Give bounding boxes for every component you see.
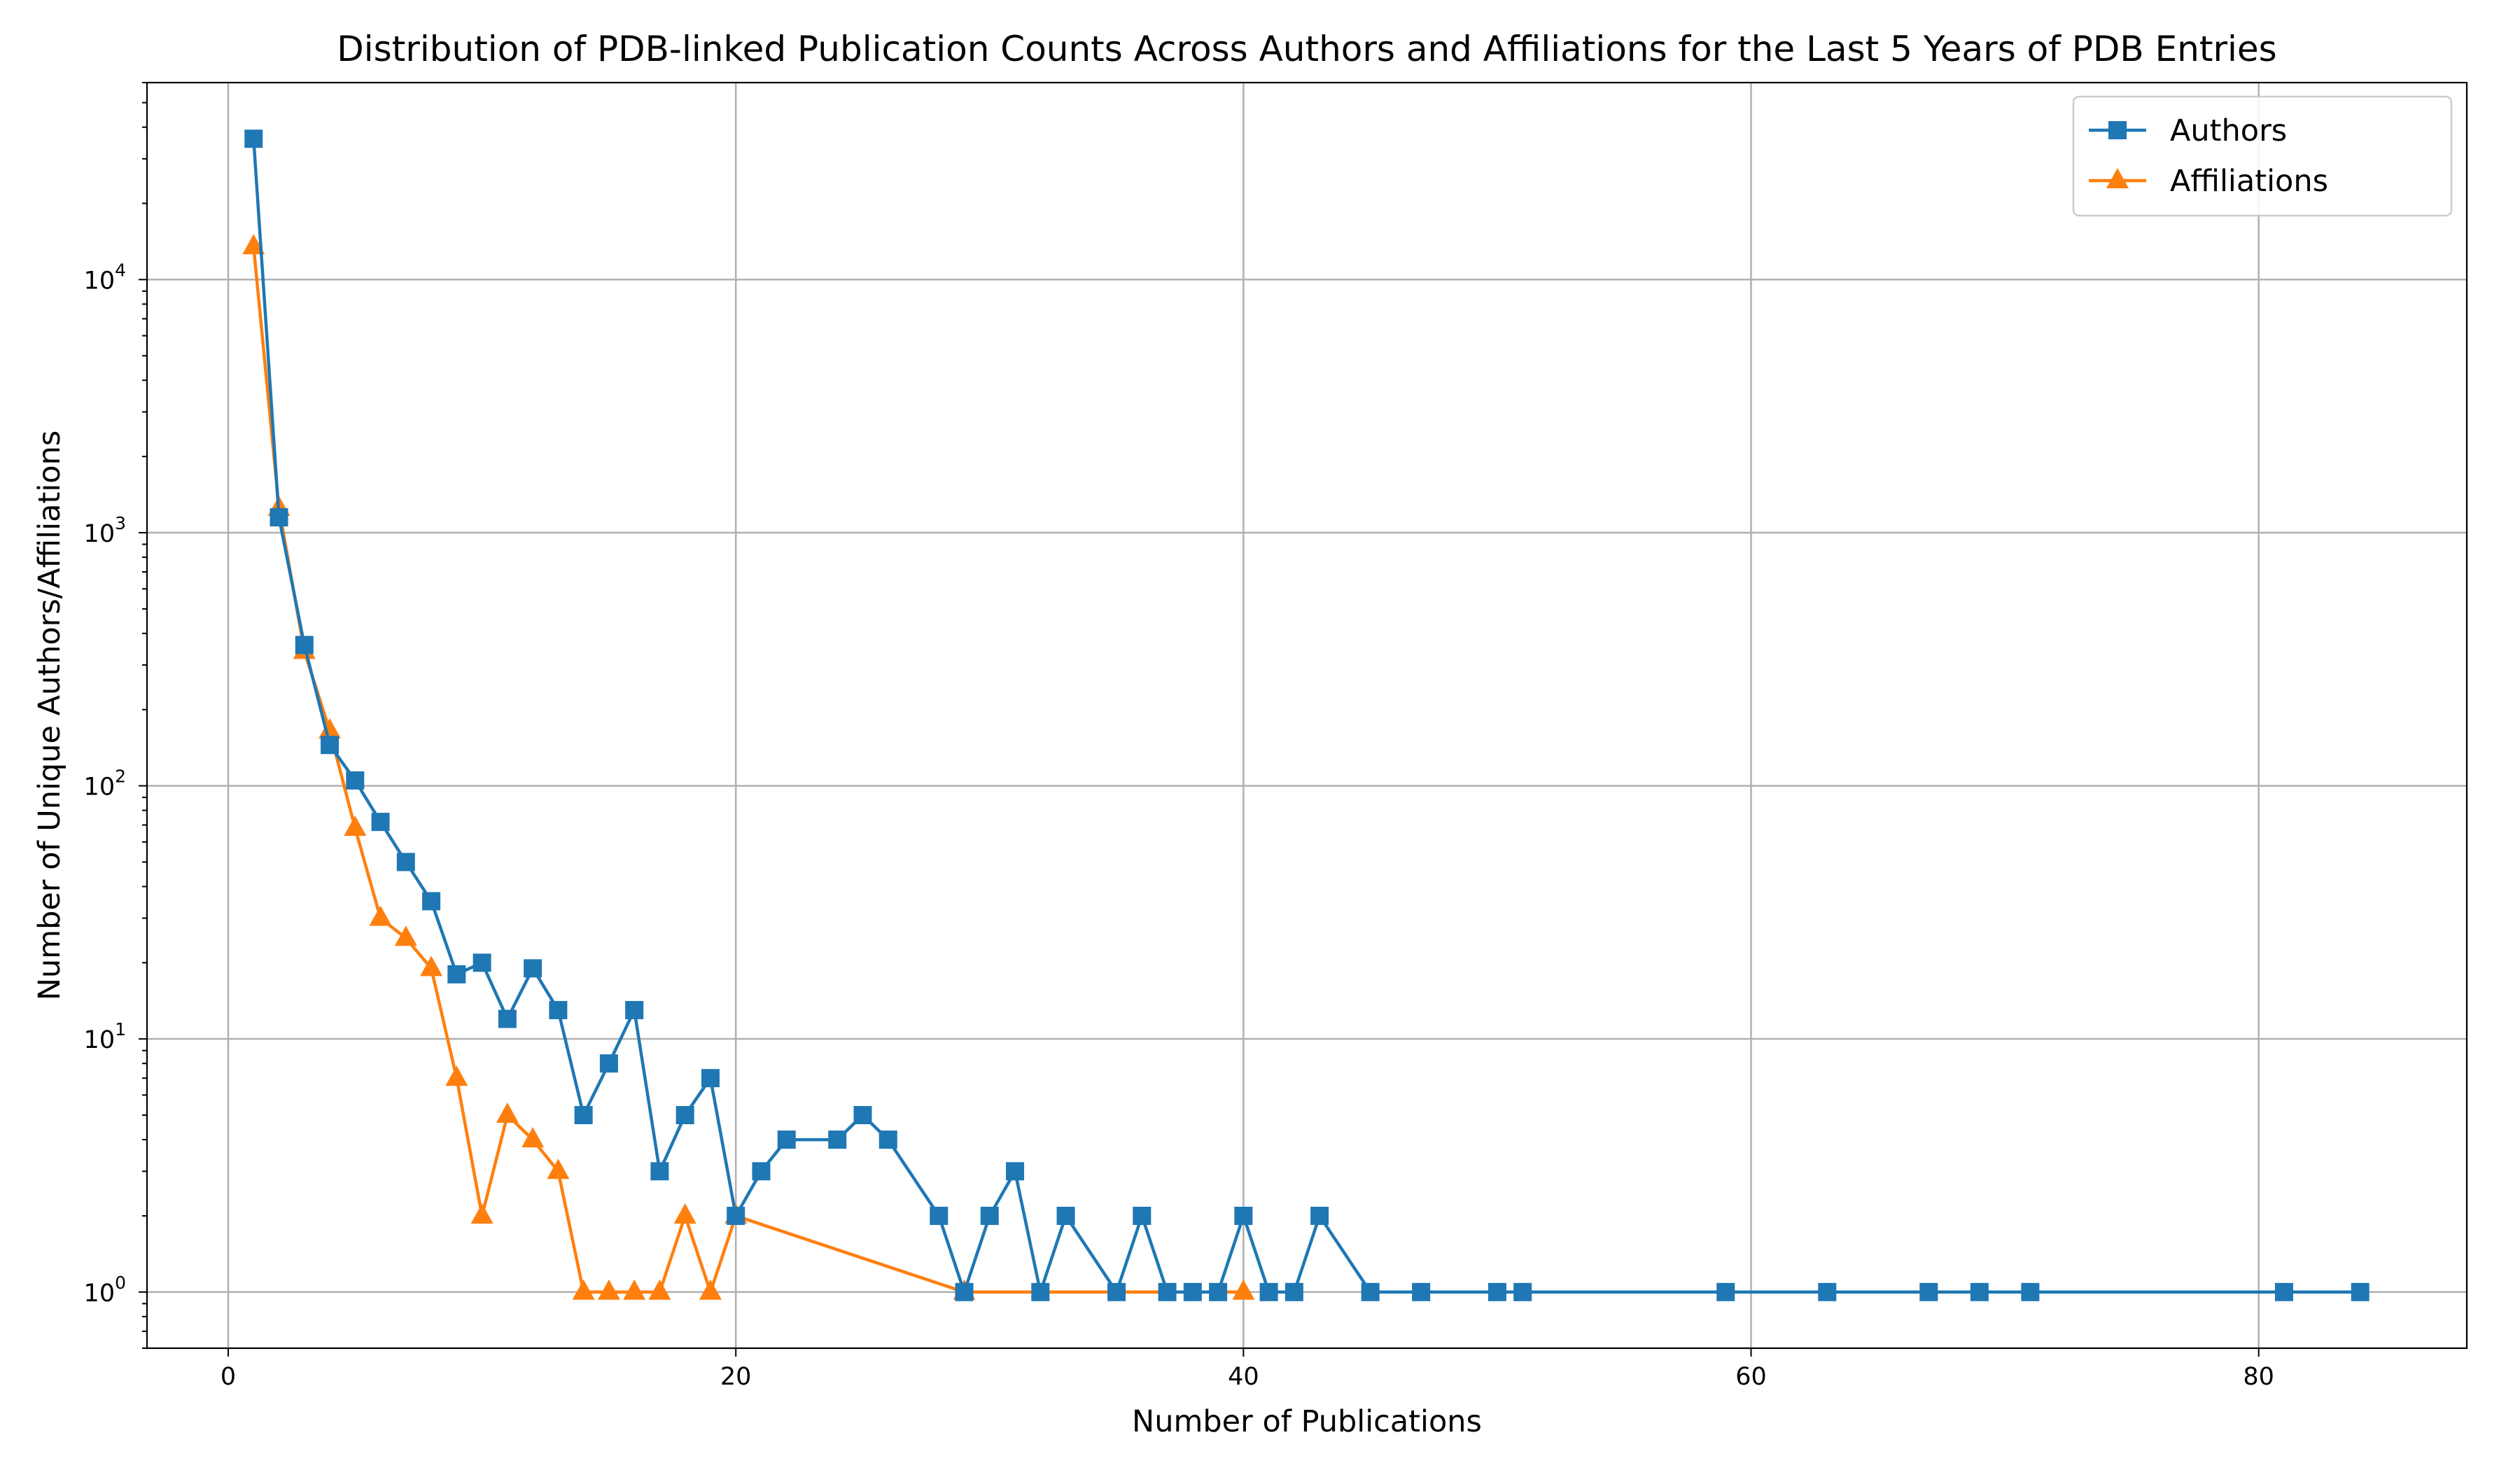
data-point xyxy=(1361,1282,1380,1301)
data-point xyxy=(1412,1282,1431,1301)
data-point xyxy=(574,1106,593,1125)
data-point xyxy=(1158,1282,1177,1301)
data-point xyxy=(1232,1279,1255,1300)
y-tick-label: 101 xyxy=(84,1019,126,1054)
data-point xyxy=(2351,1282,2370,1301)
x-tick-label: 0 xyxy=(220,1363,236,1391)
data-point xyxy=(547,1158,570,1180)
data-point xyxy=(447,965,466,983)
data-point xyxy=(344,816,367,836)
data-point xyxy=(318,718,342,738)
data-point xyxy=(623,1279,646,1300)
data-point xyxy=(1107,1282,1126,1301)
plot-area xyxy=(242,130,2370,1301)
x-tick-label: 40 xyxy=(1228,1363,1259,1391)
data-point xyxy=(1209,1282,1228,1301)
data-point xyxy=(369,905,392,926)
data-point xyxy=(472,953,491,972)
data-point xyxy=(522,1127,545,1148)
data-point xyxy=(549,1000,568,1019)
legend-label: Affiliations xyxy=(2170,164,2328,199)
data-point xyxy=(1284,1282,1303,1301)
data-point xyxy=(496,1102,519,1124)
y-tick-label: 104 xyxy=(84,260,126,295)
data-point xyxy=(853,1106,872,1125)
data-point xyxy=(1970,1282,1989,1301)
data-point xyxy=(295,636,314,654)
data-point xyxy=(1919,1282,1938,1301)
data-point xyxy=(1056,1206,1075,1225)
data-point xyxy=(1133,1206,1152,1225)
axes-frame xyxy=(146,81,2468,1350)
x-tick-label: 20 xyxy=(720,1363,752,1391)
data-point xyxy=(930,1206,948,1225)
data-point xyxy=(422,892,441,911)
legend: Authors Affiliations xyxy=(2072,95,2453,217)
data-point xyxy=(727,1206,746,1225)
data-point xyxy=(396,853,415,872)
data-point xyxy=(371,813,390,832)
data-point xyxy=(955,1282,974,1301)
data-point xyxy=(2274,1282,2293,1301)
legend-label: Authors xyxy=(2170,113,2287,148)
series-authors xyxy=(244,130,2370,1301)
data-point xyxy=(648,1279,671,1300)
series-line xyxy=(252,246,1244,1294)
data-point xyxy=(346,771,365,790)
data-point xyxy=(625,1000,644,1019)
data-point xyxy=(244,130,263,148)
data-point xyxy=(752,1162,771,1181)
data-point xyxy=(445,1065,468,1086)
data-point xyxy=(242,234,265,255)
data-point xyxy=(1259,1282,1278,1301)
grid xyxy=(147,83,2467,1348)
data-point xyxy=(777,1130,796,1149)
data-point xyxy=(1183,1282,1202,1301)
y-tick-label: 103 xyxy=(84,513,126,548)
data-point xyxy=(597,1279,620,1300)
data-point xyxy=(524,959,542,978)
data-point xyxy=(470,1203,493,1224)
legend-marker xyxy=(2106,168,2129,189)
data-point xyxy=(676,1106,694,1125)
data-point xyxy=(1716,1282,1735,1301)
legend-box xyxy=(2072,95,2453,217)
data-point xyxy=(572,1279,595,1300)
data-point xyxy=(394,925,417,946)
x-axis-label: Number of Publications xyxy=(1132,1404,1482,1439)
data-point xyxy=(321,736,340,755)
x-tick-label: 60 xyxy=(1735,1363,1767,1391)
data-point xyxy=(1006,1162,1025,1181)
data-point xyxy=(828,1130,847,1149)
data-point xyxy=(1488,1282,1506,1301)
data-point xyxy=(701,1069,720,1088)
data-point xyxy=(599,1054,618,1073)
chart-title: Distribution of PDB-linked Publication C… xyxy=(337,29,2276,69)
data-point xyxy=(420,955,443,976)
y-tick-label: 102 xyxy=(84,766,126,802)
y-axis-label: Number of Unique Authors/Affiliations xyxy=(32,430,67,1001)
data-point xyxy=(878,1130,897,1149)
x-tick-label: 80 xyxy=(2243,1363,2274,1391)
data-point xyxy=(1513,1282,1532,1301)
data-point xyxy=(1234,1206,1253,1225)
axis-ticks: 0 20 40 60 80 100 101 102 103 104 xyxy=(84,82,2274,1391)
data-point xyxy=(980,1206,999,1225)
data-point xyxy=(1310,1206,1329,1225)
data-point xyxy=(1818,1282,1837,1301)
data-point xyxy=(498,1009,517,1028)
data-point xyxy=(2021,1282,2040,1301)
y-tick-label: 100 xyxy=(84,1273,126,1308)
data-point xyxy=(650,1162,669,1181)
legend-marker xyxy=(2108,121,2127,139)
data-point xyxy=(699,1279,722,1300)
data-point xyxy=(1031,1282,1050,1301)
data-point xyxy=(270,508,288,527)
data-point xyxy=(673,1203,696,1224)
